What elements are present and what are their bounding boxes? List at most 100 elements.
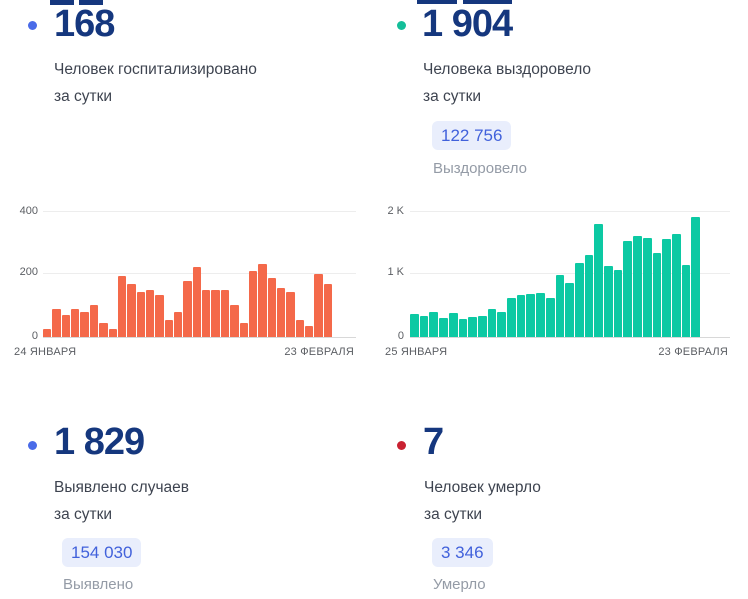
gridline [43,211,356,212]
chart-bar[interactable] [594,224,604,337]
chart-bar[interactable] [108,329,117,337]
chart-bar[interactable] [239,323,248,337]
chart-bar[interactable] [220,290,230,337]
chart-bar[interactable] [458,319,468,337]
chart-bar[interactable] [691,217,701,337]
chart-bar[interactable] [164,320,174,337]
chart-bar[interactable] [258,264,267,337]
recovered-bars[interactable] [410,211,701,337]
chart-bar[interactable] [671,234,681,337]
recovered-description-line2: за сутки [423,88,482,105]
chart-bar[interactable] [604,266,613,337]
hospitalized-bars[interactable] [43,211,333,337]
x-axis-end-label: 23 ФЕВРАЛЯ [284,346,354,358]
chart-bar[interactable] [662,239,671,337]
gridline [410,273,730,274]
chart-bar[interactable] [439,318,448,337]
chart-bar[interactable] [323,284,333,337]
x-axis-end-label: 23 ФЕВРАЛЯ [658,346,728,358]
died-dot-icon [397,441,406,450]
chart-bar[interactable] [276,288,286,337]
detected-dot-icon [28,441,37,450]
chart-bar[interactable] [99,323,108,337]
chart-bar[interactable] [52,309,61,337]
chart-bar[interactable] [202,290,211,337]
chart-bar[interactable] [516,295,526,337]
recovered-total-badge: 122 756 [432,121,512,150]
chart-bar[interactable] [145,290,155,337]
detected-daily-value: 1 829 [54,421,145,463]
hospitalized-description-line2: за сутки [54,88,113,105]
chart-bar[interactable] [267,278,276,337]
hospitalized-dot-icon [28,21,37,30]
axis-baseline [410,337,730,338]
recovered-description: Человека выздоровело за сутки [423,56,591,110]
chart-bar[interactable] [61,315,71,337]
chart-bar[interactable] [555,275,565,337]
chart-bar[interactable] [295,320,305,337]
chart-bar[interactable] [314,274,323,337]
cutoff-text-fragment [417,0,457,4]
axis-baseline [43,337,356,338]
chart-bar[interactable] [71,309,80,337]
chart-bar[interactable] [211,290,220,337]
chart-bar[interactable] [477,316,487,337]
cutoff-text-fragment [50,0,74,5]
chart-bar[interactable] [487,309,497,337]
chart-bar[interactable] [545,298,555,337]
detected-description-line1: Выявлено случаев [54,479,189,496]
chart-bar[interactable] [429,312,439,337]
chart-bar[interactable] [497,312,507,337]
chart-bar[interactable] [117,276,127,337]
chart-bar[interactable] [623,241,633,337]
chart-bar[interactable] [89,305,99,337]
chart-bar[interactable] [230,305,239,337]
chart-bar[interactable] [419,316,429,337]
y-tick-label: 2 K [387,205,404,217]
chart-bar[interactable] [526,294,536,337]
chart-bar[interactable] [642,238,652,337]
chart-bar[interactable] [43,329,52,337]
gridline [410,211,730,212]
hospitalized-description-line1: Человек госпитализировано [54,61,257,78]
detected-description-line2: за сутки [54,506,113,523]
died-description-line1: Человек умерло [424,479,541,496]
recovered-chart: 2 K 1 K 0 25 ЯНВАРЯ 23 ФЕВРАЛЯ [385,205,730,365]
recovered-total-label: Выздоровело [433,160,528,177]
recovered-dot-icon [397,21,406,30]
chart-bar[interactable] [613,270,623,337]
recovered-description-line1: Человека выздоровело [423,61,592,78]
chart-bar[interactable] [155,295,164,337]
hospitalized-daily-value: 168 [54,3,115,45]
y-tick-label: 1 K [387,266,404,278]
chart-bar[interactable] [536,293,545,337]
detected-total-label: Выявлено [63,576,134,593]
chart-bar[interactable] [468,317,477,337]
chart-bar[interactable] [574,263,584,337]
hospitalized-chart: 400 200 0 24 ЯНВАРЯ 23 ФЕВРАЛЯ [14,205,356,365]
died-total-label: Умерло [433,576,486,593]
chart-bar[interactable] [192,267,202,337]
y-tick-label: 0 [397,330,404,342]
chart-bar[interactable] [174,312,183,337]
chart-bar[interactable] [681,265,691,337]
chart-bar[interactable] [80,312,89,337]
died-total-badge: 3 346 [432,538,493,567]
chart-bar[interactable] [565,283,574,337]
detected-description: Выявлено случаев за сутки [54,474,189,528]
chart-bar[interactable] [183,281,192,337]
chart-bar[interactable] [507,298,516,337]
chart-bar[interactable] [286,292,295,337]
chart-bar[interactable] [448,313,458,337]
chart-bar[interactable] [127,284,136,337]
chart-bar[interactable] [633,236,642,337]
chart-bar[interactable] [584,255,594,337]
chart-bar[interactable] [305,326,314,337]
y-tick-label: 400 [19,205,38,217]
cutoff-text-fragment [463,0,512,4]
chart-bar[interactable] [410,314,419,337]
chart-bar[interactable] [248,271,258,337]
detected-total-badge: 154 030 [62,538,142,567]
chart-bar[interactable] [652,253,662,337]
chart-bar[interactable] [136,292,145,337]
